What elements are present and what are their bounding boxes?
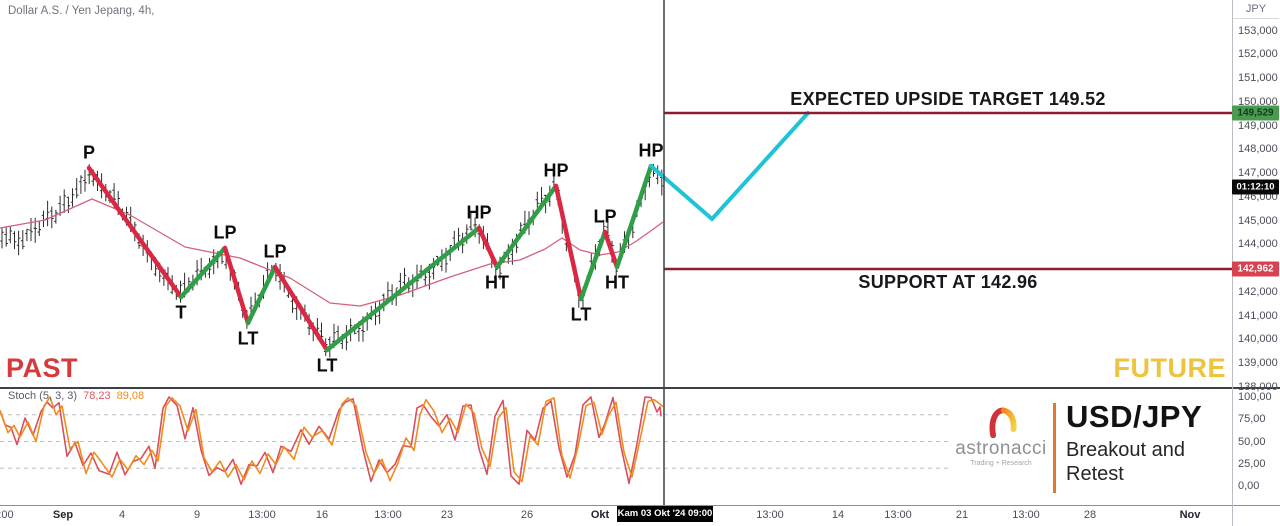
time-tick-label: 28: [1083, 509, 1097, 521]
ohlc-bars: [0, 163, 664, 358]
price-tick-label: 149,000: [1238, 119, 1278, 132]
projection-line: [649, 111, 810, 221]
time-tick-label: Nov: [1179, 509, 1201, 521]
price-tick-label: 152,000: [1238, 48, 1278, 61]
stoch-k-value: 78,23: [83, 390, 111, 402]
time-tick-label: 4: [118, 509, 126, 521]
price-tick-label: 151,000: [1238, 72, 1278, 85]
swing-label-t: T: [175, 302, 187, 323]
swing-label-lt: LT: [570, 304, 592, 325]
astronacci-brand: astronacci: [955, 438, 1047, 459]
panel-divider: [0, 387, 1280, 389]
swing-label-lp: LP: [263, 241, 287, 262]
swing-label-lt: LT: [316, 355, 338, 376]
time-tick-label: Sep: [52, 509, 74, 521]
price-tick-label: 153,000: [1238, 24, 1278, 37]
zigzag-up-segment: [178, 245, 228, 300]
zigzag-down-segment: [272, 264, 330, 353]
price-tick-label: 145,000: [1238, 214, 1278, 227]
price-tick-label: 141,000: [1238, 309, 1278, 322]
time-axis[interactable]: Kam 03 Okt '24 09:00 :00 Sep 4 9 13:00 16 13:0…: [0, 506, 1280, 526]
symbol-title: Dollar A.S. / Yen Jepang, 4h,: [8, 5, 155, 17]
zigzag-up-segment: [614, 163, 654, 270]
swing-label-hp: HP: [638, 140, 664, 161]
time-axis-border: [0, 505, 1280, 506]
stoch-legend: Stoch (5, 3, 3) 78,23 89,08: [8, 390, 144, 402]
target-annotation: EXPECTED UPSIDE TARGET 149.52: [790, 89, 1106, 109]
stoch-tick-label: 100,00: [1238, 391, 1272, 403]
pair-title: USD/JPY: [1066, 399, 1203, 434]
time-tick-label: 14: [831, 509, 845, 521]
stoch-tick-label: 25,00: [1238, 457, 1266, 470]
zigzag-down-segment: [602, 229, 620, 270]
swing-label-lt: LT: [237, 328, 259, 349]
swing-label-hp: HP: [543, 160, 569, 181]
stoch-d-value: 89,08: [116, 390, 145, 402]
time-tick-label: 13:00: [374, 509, 402, 521]
price-tick-label: 144,000: [1238, 238, 1278, 251]
swing-label-p: P: [82, 142, 96, 163]
stoch-k-line: [0, 396, 662, 486]
time-tick-label: Okt: [590, 509, 610, 521]
time-tick-label: 16: [315, 509, 329, 521]
price-tick-label: 142,000: [1238, 285, 1278, 298]
time-tick-label: 26: [520, 509, 534, 521]
swing-label-hp: HP: [466, 202, 492, 223]
strategy-line-2: Retest: [1066, 463, 1124, 485]
time-tick-label: 13:00: [1012, 509, 1040, 521]
zigzag-down-segment: [86, 165, 184, 300]
stoch-tick-label: 0,00: [1238, 480, 1260, 492]
stoch-tick-label: 75,00: [1238, 413, 1266, 426]
price-tick-label: 140,000: [1238, 333, 1278, 346]
time-tick-label: 21: [955, 509, 969, 521]
support-annotation: SUPPORT AT 142.96: [858, 272, 1038, 292]
price-tick-label: 147,000: [1238, 167, 1278, 180]
zigzag-up-segment: [324, 225, 482, 353]
price-tick-label: 148,000: [1238, 143, 1278, 156]
price-axis[interactable]: JPY 153,000 152,000 151,000 150,000 149,000 1…: [1232, 0, 1280, 505]
price-tick-label: 139,000: [1238, 357, 1278, 370]
swing-label-ht: HT: [605, 272, 629, 293]
target-price-badge: 149,529: [1232, 105, 1279, 121]
time-tick-label: 13:00: [884, 509, 912, 521]
zigzag-down-segment: [476, 225, 500, 270]
strategy-line-1: Breakout and: [1066, 439, 1185, 461]
price-tick-label: 138,000: [1238, 380, 1278, 393]
bar-countdown-badge: 01:12:10: [1232, 179, 1279, 195]
past-label: PAST: [6, 353, 79, 383]
swing-label-lp: LP: [593, 206, 617, 227]
time-tick-label: 13:00: [756, 509, 784, 521]
current-time-badge: Kam 03 Okt '24 09:00: [617, 506, 713, 522]
zigzag-down-segment: [553, 183, 584, 302]
time-tick-label: 9: [193, 509, 201, 521]
price-tick-label: 150,000: [1238, 95, 1278, 108]
swing-label-lp: LP: [213, 222, 237, 243]
swing-label-ht: HT: [485, 272, 509, 293]
stoch-legend-name: Stoch (5, 3, 3): [8, 390, 78, 402]
currency-label: JPY: [1233, 0, 1279, 19]
zigzag-down-segment: [222, 245, 251, 326]
logo-divider: [1053, 403, 1056, 493]
zigzag-up-segment: [578, 229, 608, 302]
stoch-d-line: [0, 396, 664, 483]
time-tick-label: 23: [440, 509, 454, 521]
future-label: FUTURE: [1113, 353, 1226, 383]
price-chart-canvas[interactable]: [0, 0, 1232, 505]
time-tick-label: 13:00: [248, 509, 276, 521]
stoch-tick-label: 50,00: [1238, 435, 1266, 448]
zigzag-up-segment: [494, 183, 559, 270]
astronacci-logo-icon: [989, 407, 1017, 438]
time-tick-label: :00: [0, 509, 14, 521]
zigzag-up-segment: [245, 264, 278, 326]
support-price-badge: 142,962: [1232, 261, 1279, 277]
astronacci-tagline: Trading + Research: [970, 460, 1032, 467]
